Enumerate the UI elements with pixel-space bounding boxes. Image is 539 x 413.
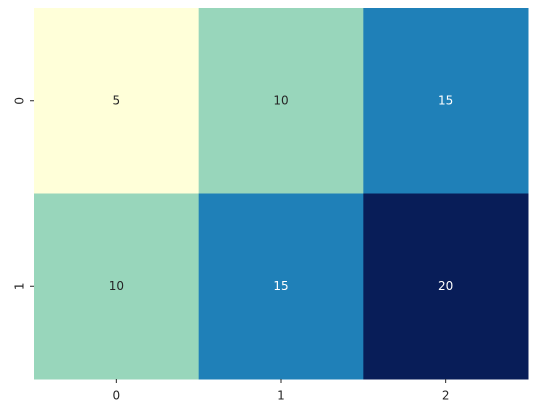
cell-label: 5 xyxy=(113,93,121,107)
cell-label: 20 xyxy=(438,279,453,293)
heatmap-cell xyxy=(198,193,364,380)
y-tick-label: 0 xyxy=(13,97,27,105)
heatmap-cell xyxy=(198,8,364,194)
x-tick-label: 2 xyxy=(442,389,450,403)
heatmap-cell xyxy=(34,193,200,380)
heatmap-cell xyxy=(363,8,529,194)
x-tick-label: 0 xyxy=(113,389,121,403)
cell-label: 15 xyxy=(273,279,288,293)
x-tick-label: 1 xyxy=(277,389,285,403)
cell-label: 10 xyxy=(273,93,288,107)
cell-label: 15 xyxy=(438,93,453,107)
heatmap-cell xyxy=(34,8,200,194)
y-tick-label: 1 xyxy=(13,282,27,290)
cell-label: 10 xyxy=(109,279,124,293)
heatmap-cell xyxy=(363,193,529,380)
